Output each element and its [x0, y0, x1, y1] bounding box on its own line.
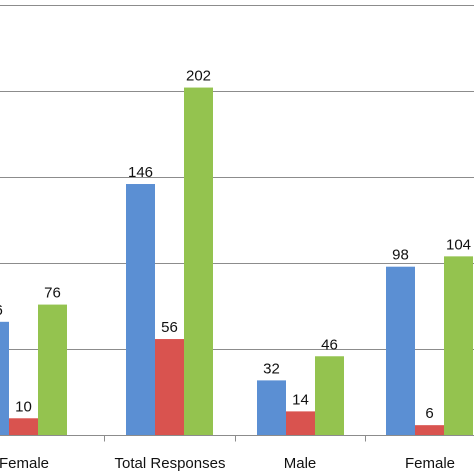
data-label: 32	[263, 360, 280, 377]
data-label: 14	[292, 391, 309, 408]
data-label: 146	[128, 164, 153, 181]
bar	[286, 411, 315, 436]
bars	[0, 87, 473, 436]
x-tick-label: Male	[284, 455, 317, 472]
x-tick-label: Female	[0, 455, 49, 472]
bar	[184, 87, 213, 436]
bar	[315, 356, 344, 436]
data-label: 6	[425, 405, 433, 422]
bar	[155, 339, 184, 436]
x-axis	[0, 435, 474, 442]
data-label: 10	[15, 398, 32, 415]
bar	[126, 184, 155, 436]
x-tick-label: Female	[405, 455, 455, 472]
bar	[0, 321, 9, 436]
bar	[38, 304, 67, 436]
data-label: 202	[186, 68, 211, 85]
bar	[386, 266, 415, 436]
data-label: 66	[0, 302, 3, 319]
x-tick-labels: Female Total Responses Male Female	[0, 455, 455, 472]
x-tick-label: Total Responses	[115, 455, 226, 472]
data-label: 76	[44, 285, 61, 302]
data-label: 46	[321, 336, 338, 353]
data-labels: 66146329810561467620246104	[0, 68, 471, 423]
bar	[257, 380, 286, 436]
data-label: 104	[446, 236, 471, 253]
data-label: 56	[161, 319, 178, 336]
bar	[444, 256, 473, 436]
bar	[415, 425, 444, 436]
data-label: 98	[392, 247, 409, 264]
bar	[9, 418, 38, 436]
